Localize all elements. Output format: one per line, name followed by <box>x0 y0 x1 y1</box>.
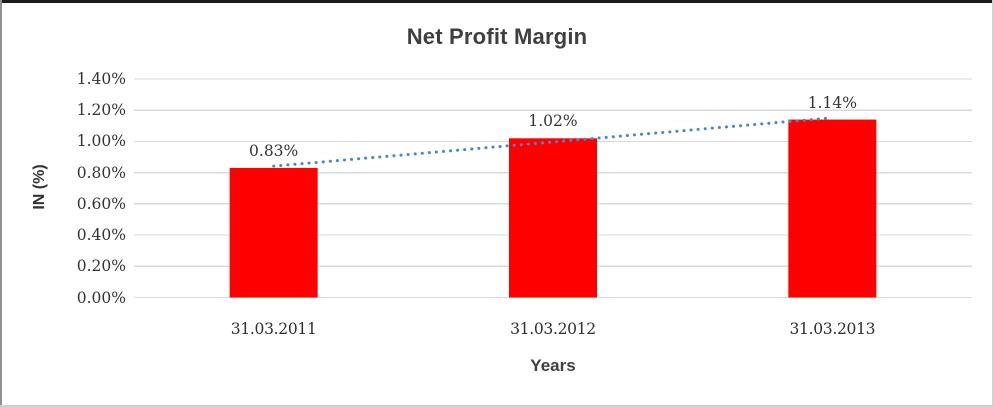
frame-border-top <box>0 0 994 3</box>
y-tick-label: 1.00% <box>76 132 126 151</box>
category-label: 31.03.2011 <box>230 320 317 338</box>
bar <box>229 167 318 298</box>
trendline <box>272 116 834 168</box>
y-tick-label: 0.40% <box>76 226 126 245</box>
category-label: 31.03.2013 <box>789 320 876 338</box>
x-axis-title: Years <box>530 356 576 375</box>
data-label: 1.02% <box>528 112 578 131</box>
chart-title: Net Profit Margin <box>406 24 588 49</box>
y-tick-label: 0.20% <box>76 257 126 276</box>
y-tick-label: 1.20% <box>76 101 126 120</box>
bar <box>788 119 877 298</box>
y-tick-label: 0.00% <box>76 288 126 307</box>
y-tick-label: 1.40% <box>76 70 126 88</box>
bar <box>509 138 597 298</box>
data-label: 0.83% <box>249 141 299 160</box>
data-label: 1.14% <box>807 93 857 112</box>
frame-border-left <box>0 0 2 407</box>
frame-border-right <box>992 0 994 407</box>
category-label: 31.03.2012 <box>510 320 596 338</box>
y-tick-label: 0.80% <box>76 163 126 182</box>
frame-border-bottom <box>0 405 994 407</box>
y-tick-label: 0.60% <box>76 194 126 213</box>
